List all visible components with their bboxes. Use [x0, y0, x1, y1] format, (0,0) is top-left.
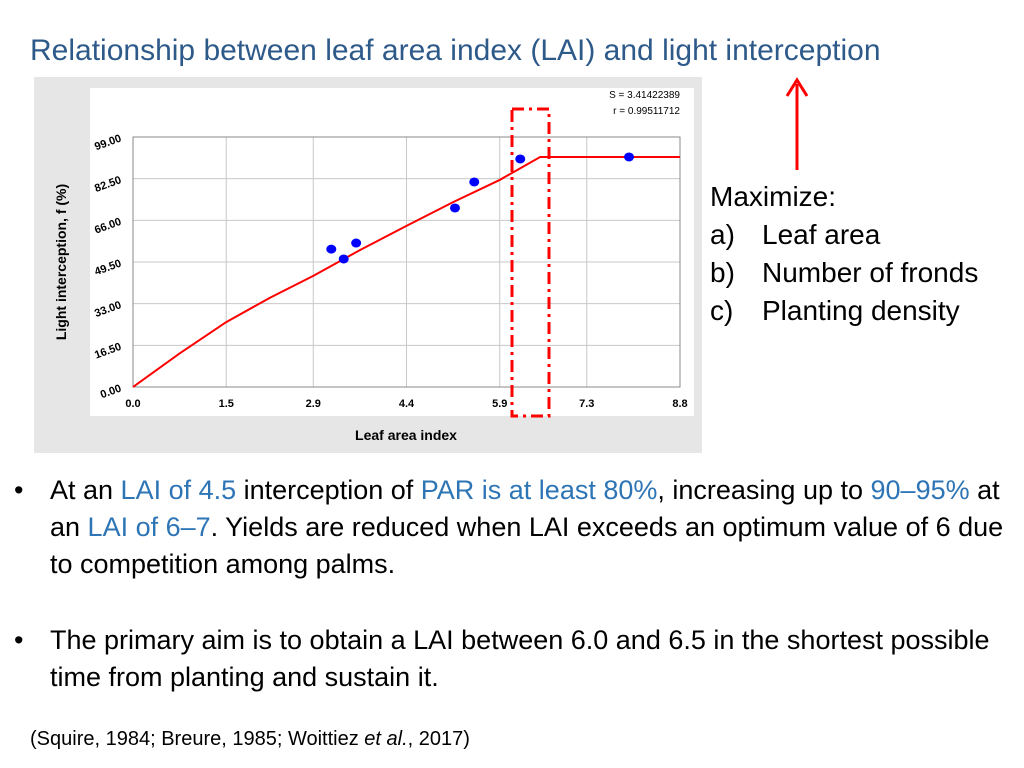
bullet: • At an LAI of 4.5 interception of PAR is…	[14, 475, 1004, 579]
x-tick-label: 8.8	[672, 398, 687, 410]
x-axis-label: Leaf area index	[355, 427, 457, 443]
side-item: a) Leaf area	[710, 216, 978, 254]
bullet-text: At an	[50, 475, 121, 505]
bullet-text: at an	[50, 475, 1000, 542]
bullet-text: PAR is at least 80%	[420, 475, 658, 505]
fit-line	[132, 155, 680, 388]
chart: S = 3.41422389 r = 0.99511712 Leaf area …	[34, 77, 809, 453]
citation-italic: et al.	[364, 728, 408, 750]
x-tick-label: 4.4	[399, 398, 415, 410]
item-label: c)	[710, 295, 734, 326]
annotation: r = 0.99511712	[613, 106, 680, 117]
side-item: b) Number of fronds	[710, 254, 978, 292]
bullet-text: . Yields are reduced when LAI exceeds an…	[50, 512, 1004, 579]
highlight-box	[510, 107, 551, 418]
bullet-text: , increasing up to	[657, 475, 871, 505]
data-point	[338, 254, 349, 264]
bullet-text: LAI of 4.5	[120, 475, 237, 505]
plot-background	[90, 88, 694, 416]
data-point	[515, 154, 526, 164]
y-axis-label: Light interception, f (%)	[53, 184, 69, 340]
side-list: Maximize: a) Leaf area b) Number of fronds c…	[710, 178, 978, 330]
bullet-text: The primary aim is to obtain a LAI betwe…	[50, 625, 990, 692]
data-point	[624, 152, 635, 162]
data-point	[326, 244, 337, 254]
item-text: Planting density	[762, 295, 960, 326]
citation-text: , 2017)	[407, 728, 470, 750]
x-tick-label: 7.3	[579, 398, 594, 410]
data-point	[469, 177, 480, 187]
annotation: S = 3.41422389	[609, 90, 680, 101]
x-tick-label: 5.9	[492, 398, 507, 410]
side-item: c) Planting density	[710, 292, 978, 330]
bullet-text: interception of	[236, 475, 421, 505]
item-text: Leaf area	[762, 219, 881, 250]
item-label: b)	[710, 257, 735, 288]
item-text: Number of fronds	[762, 257, 979, 288]
marks	[132, 152, 680, 388]
arrow-head	[785, 77, 809, 97]
x-tick-label: 2.9	[306, 398, 321, 410]
citation: (Squire, 1984; Breure, 1985; Woittiez et…	[30, 728, 470, 751]
citation-text: (Squire, 1984; Breure, 1985; Woittiez	[30, 728, 365, 750]
plot-frame	[132, 136, 681, 388]
side-heading: Maximize:	[710, 181, 837, 212]
bullet: • The primary aim is to obtain a LAI betw…	[14, 625, 990, 692]
x-tick-label: 1.5	[219, 398, 234, 410]
slide-title: Relationship between leaf area index (LA…	[30, 34, 881, 67]
data-point	[351, 238, 362, 248]
x-tick-label: 0.0	[125, 398, 140, 410]
item-label: a)	[710, 219, 735, 250]
data-point	[449, 203, 460, 213]
bullet-text: 90–95%	[870, 475, 970, 505]
bullet-text: LAI of 6–7	[87, 512, 211, 542]
